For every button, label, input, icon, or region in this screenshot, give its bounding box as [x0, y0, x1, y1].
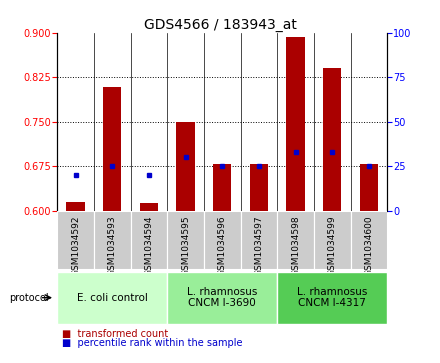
- Text: protocol: protocol: [9, 293, 48, 303]
- Bar: [57, 211, 94, 269]
- Bar: [167, 211, 204, 269]
- Text: GSM1034597: GSM1034597: [254, 215, 264, 276]
- Bar: [286, 37, 305, 211]
- Bar: [66, 202, 85, 211]
- Text: GSM1034600: GSM1034600: [364, 215, 374, 276]
- Text: GDS4566 / 183943_at: GDS4566 / 183943_at: [143, 18, 297, 32]
- Bar: [250, 164, 268, 211]
- Bar: [351, 211, 387, 269]
- Text: GSM1034595: GSM1034595: [181, 215, 190, 276]
- Bar: [94, 211, 131, 269]
- Bar: [213, 164, 231, 211]
- Bar: [176, 122, 195, 211]
- Bar: [314, 211, 351, 269]
- Bar: [360, 164, 378, 211]
- Bar: [241, 211, 277, 269]
- Bar: [103, 87, 121, 211]
- Text: GSM1034593: GSM1034593: [108, 215, 117, 276]
- Bar: [140, 203, 158, 211]
- Bar: [323, 68, 341, 211]
- Text: GSM1034599: GSM1034599: [328, 215, 337, 276]
- Text: ■  transformed count: ■ transformed count: [62, 329, 168, 339]
- Text: GSM1034594: GSM1034594: [144, 215, 154, 276]
- Text: GSM1034592: GSM1034592: [71, 215, 80, 276]
- Text: ■  percentile rank within the sample: ■ percentile rank within the sample: [62, 338, 242, 348]
- Text: L. rhamnosus
CNCM I-3690: L. rhamnosus CNCM I-3690: [187, 287, 257, 309]
- Bar: [277, 272, 387, 324]
- Bar: [277, 211, 314, 269]
- Bar: [57, 272, 167, 324]
- Bar: [167, 272, 277, 324]
- Text: GSM1034598: GSM1034598: [291, 215, 300, 276]
- Text: E. coli control: E. coli control: [77, 293, 148, 303]
- Text: GSM1034596: GSM1034596: [218, 215, 227, 276]
- Bar: [131, 211, 167, 269]
- Text: L. rhamnosus
CNCM I-4317: L. rhamnosus CNCM I-4317: [297, 287, 367, 309]
- Bar: [204, 211, 241, 269]
